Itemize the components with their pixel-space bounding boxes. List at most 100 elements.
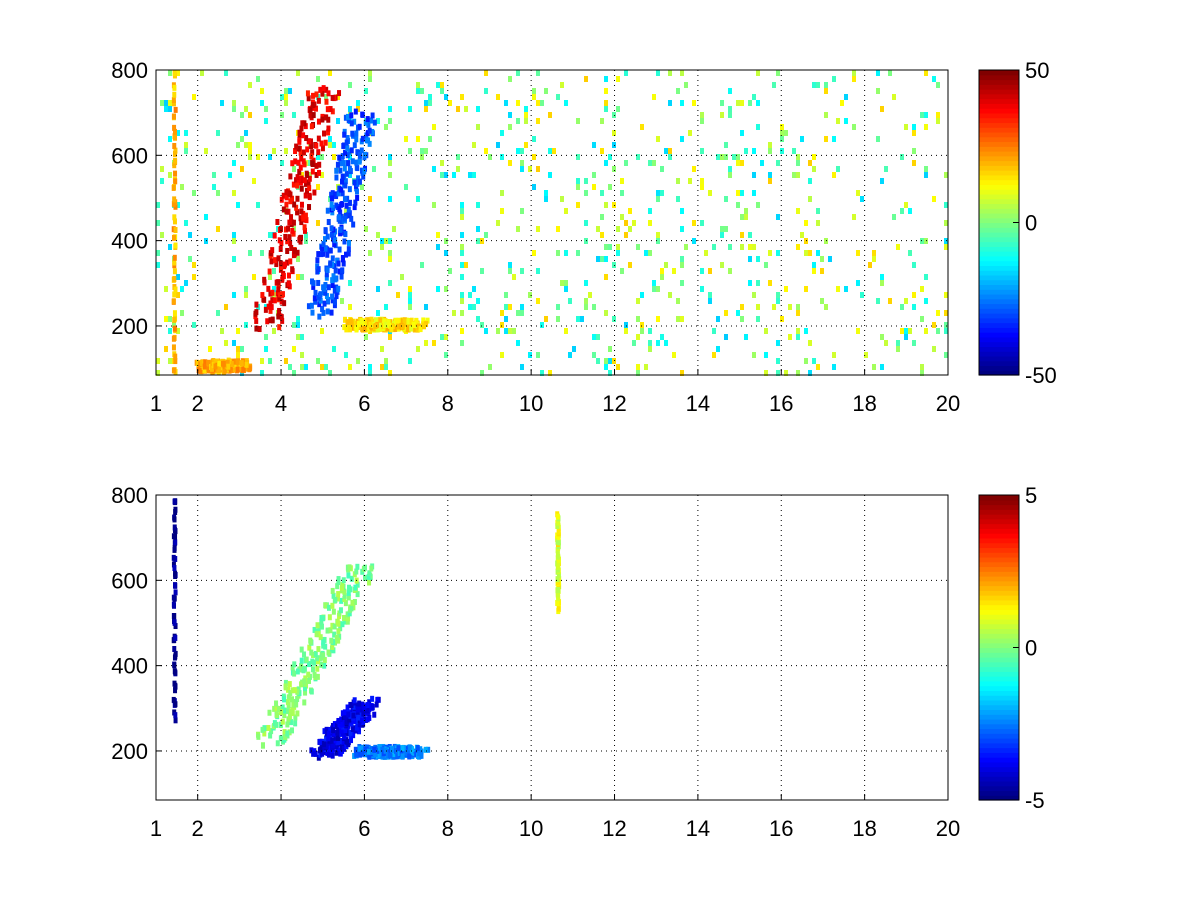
heatmap-cell (628, 226, 632, 232)
heatmap-cell (656, 286, 660, 292)
x-tick-label: 14 (686, 391, 710, 416)
heatmap-cell (315, 622, 320, 629)
heatmap-cell (359, 147, 364, 154)
heatmap-cell (460, 340, 464, 346)
heatmap-cell (604, 88, 608, 94)
heatmap-cell (316, 76, 320, 82)
heatmap-cell (728, 106, 732, 112)
heatmap-cell (796, 244, 800, 250)
colorbar-segment (979, 566, 1019, 572)
heatmap-cell (460, 208, 464, 214)
heatmap-cell (367, 579, 372, 586)
heatmap-cell (452, 310, 456, 316)
heatmap-cell (347, 610, 352, 617)
heatmap-cell (337, 610, 342, 617)
heatmap-cell (313, 105, 318, 112)
heatmap-cell (314, 162, 319, 169)
heatmap-cell (636, 334, 640, 340)
heatmap-cell (425, 317, 430, 324)
colorbar-segment (979, 542, 1019, 549)
heatmap-cell (844, 286, 848, 292)
heatmap-cell (283, 679, 288, 686)
heatmap-cell (336, 190, 341, 197)
heatmap-cell (368, 250, 372, 256)
heatmap-cell (298, 164, 303, 171)
heatmap-cell (294, 204, 299, 211)
heatmap-cell (764, 370, 768, 376)
heatmap-cell (318, 738, 323, 745)
heatmap-cell (314, 91, 319, 98)
heatmap-cell (820, 268, 824, 274)
heatmap-cell (383, 747, 388, 754)
heatmap-cell (289, 219, 294, 226)
heatmap-cell (356, 100, 360, 106)
heatmap-cell (408, 106, 412, 112)
heatmap-cell (588, 292, 592, 298)
heatmap-cell (355, 180, 360, 187)
heatmap-cell (331, 592, 336, 599)
heatmap-cell (269, 728, 274, 735)
heatmap-cell (345, 135, 350, 142)
heatmap-cell (240, 346, 244, 352)
heatmap-cell (344, 718, 349, 725)
x-tick-label: 8 (442, 816, 454, 841)
heatmap-cell (206, 366, 211, 373)
heatmap-cell (317, 161, 322, 168)
heatmap-cell (564, 250, 568, 256)
heatmap-cell (202, 367, 207, 374)
heatmap-cell (648, 346, 652, 352)
heatmap-cell (320, 328, 324, 334)
heatmap-cell (860, 292, 864, 298)
heatmap-cell (224, 340, 228, 346)
heatmap-cell (330, 282, 335, 289)
heatmap-cell (329, 191, 334, 198)
heatmap-cell (336, 214, 341, 221)
colorbar-segment (979, 360, 1019, 367)
heatmap-cell (330, 587, 335, 594)
heatmap-cell (357, 700, 362, 707)
heatmap-cell (804, 220, 808, 226)
heatmap-cell (320, 364, 324, 370)
heatmap-cell (292, 112, 296, 118)
heatmap-cell (286, 694, 291, 701)
heatmap-cell (288, 191, 293, 198)
heatmap-cell (160, 166, 164, 172)
heatmap-cell (338, 167, 343, 174)
heatmap-cell (295, 209, 300, 216)
heatmap-cell (612, 166, 616, 172)
heatmap-cell (792, 148, 796, 154)
heatmap-cell (648, 160, 652, 166)
heatmap-cell (301, 132, 306, 139)
heatmap-cell (876, 88, 880, 94)
heatmap-cell (592, 172, 596, 178)
heatmap-cell (284, 148, 288, 154)
heatmap-cell (336, 285, 341, 292)
heatmap-cell (335, 723, 340, 730)
heatmap-cell (357, 152, 362, 159)
heatmap-cell (700, 148, 704, 154)
heatmap-cell (394, 318, 399, 325)
heatmap-cell (568, 298, 572, 304)
heatmap-cell (354, 188, 359, 195)
colorbar-segment (979, 170, 1019, 176)
colorbar-segment (979, 595, 1019, 601)
heatmap-cell (516, 118, 520, 124)
heatmap-cell (612, 202, 616, 208)
y-tick-label: 200 (111, 314, 148, 339)
heatmap-cell (313, 289, 318, 296)
heatmap-cell (336, 94, 340, 100)
heatmap-cell (428, 94, 432, 100)
heatmap-cell (704, 250, 708, 256)
heatmap-cell (584, 280, 588, 286)
heatmap-cell (343, 182, 348, 189)
heatmap-cell (344, 738, 349, 745)
heatmap-cell (360, 135, 365, 142)
heatmap-cell (297, 129, 302, 136)
heatmap-cell (592, 304, 596, 310)
colorbar-segment (979, 666, 1019, 672)
heatmap-cell (171, 200, 176, 207)
heatmap-cell (332, 142, 336, 148)
heatmap-cell (289, 696, 294, 703)
y-tick-label: 400 (111, 229, 148, 254)
colorbar-segment (979, 227, 1019, 233)
